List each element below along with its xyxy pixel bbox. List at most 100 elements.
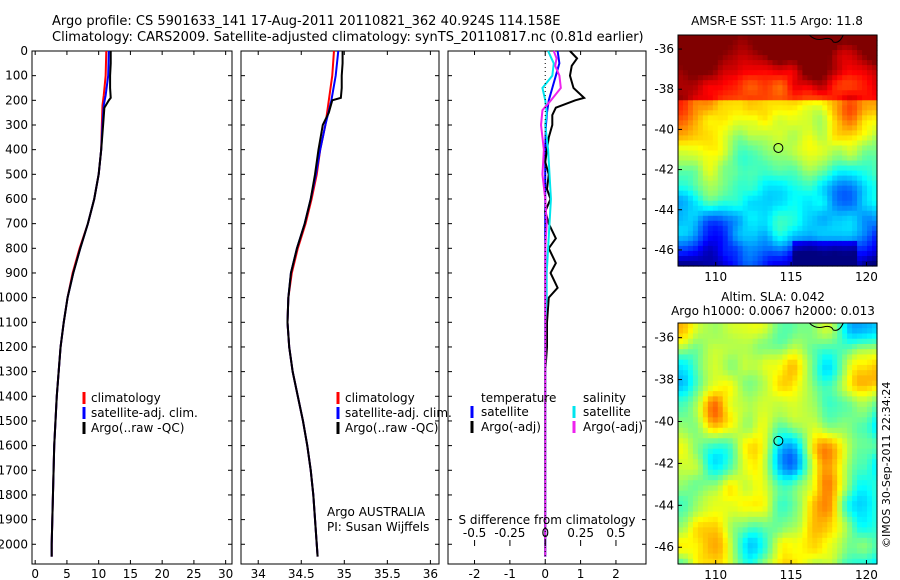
map-cell <box>712 543 719 549</box>
map-cell <box>872 180 878 187</box>
map-cell <box>847 459 853 466</box>
map-cell <box>682 205 689 212</box>
map-cell <box>827 532 833 539</box>
map-cell <box>787 45 794 51</box>
map-cell <box>682 255 689 262</box>
panel-frame <box>31 50 233 565</box>
map-cell <box>827 548 833 555</box>
argo-program-note: Argo AUSTRALIA <box>327 505 426 519</box>
map-cell <box>807 95 813 101</box>
map-cell <box>837 406 843 413</box>
map-cell <box>827 401 833 408</box>
map-cell <box>692 195 699 202</box>
map-cell <box>842 380 848 387</box>
map-cell <box>777 501 784 507</box>
map-cell <box>862 448 868 455</box>
map-cell <box>802 130 808 137</box>
map-cell <box>747 501 754 507</box>
map-cell <box>767 220 774 227</box>
map-cell <box>867 453 873 460</box>
map-cell <box>857 150 863 157</box>
map-cell <box>832 438 838 445</box>
map-cell <box>832 170 838 177</box>
map-cell <box>772 380 779 387</box>
map-cell <box>687 60 694 66</box>
map-cell <box>822 120 828 126</box>
map-cell <box>697 370 704 376</box>
map-cell <box>737 495 744 502</box>
map-cell <box>732 558 739 565</box>
map-cell <box>817 70 823 76</box>
map-cell <box>747 490 754 497</box>
map-cell <box>822 343 828 350</box>
map-cell <box>802 558 808 565</box>
map-cell <box>722 537 729 544</box>
map-cell <box>678 180 684 187</box>
map-cell <box>792 349 798 356</box>
map-cell <box>847 427 853 434</box>
map-cell <box>687 145 694 152</box>
map-cell <box>678 170 684 177</box>
map-cell <box>847 495 853 502</box>
map-cell <box>678 375 684 382</box>
map-cell <box>847 255 853 262</box>
map-cell <box>822 85 828 91</box>
map-cell <box>847 522 853 528</box>
map-cell <box>827 60 833 66</box>
map-cell <box>762 150 769 157</box>
map-cell <box>867 385 873 392</box>
map-cell <box>867 459 873 466</box>
map-cell <box>817 364 823 371</box>
map-cell <box>797 532 803 539</box>
map-cell <box>702 354 709 361</box>
map-cell <box>687 516 694 523</box>
map-cell <box>747 210 754 217</box>
map-cell <box>697 558 704 565</box>
map-cell <box>702 100 709 106</box>
map-cell <box>737 485 744 492</box>
map-cell <box>842 532 848 539</box>
map-cell <box>678 155 684 162</box>
map-cell <box>797 100 803 106</box>
map-cell <box>722 406 729 413</box>
map-cell <box>832 501 838 507</box>
map-cell <box>737 333 744 340</box>
map-cell <box>697 328 704 335</box>
map-cell <box>832 343 838 350</box>
map-cell <box>817 558 823 565</box>
map-cell <box>717 200 724 207</box>
map-cell <box>732 180 739 187</box>
map-cell <box>797 506 803 513</box>
map-cell <box>682 240 689 247</box>
map-cell <box>802 385 808 392</box>
map-cell <box>842 115 848 121</box>
map-cell <box>687 245 694 252</box>
map-cell <box>807 522 813 528</box>
map-cell <box>727 175 734 182</box>
map-cell <box>862 140 868 147</box>
map-cell <box>837 155 843 162</box>
map-cell <box>792 115 798 121</box>
map-cell <box>717 135 724 142</box>
map-cell <box>697 205 704 212</box>
map-cell <box>807 240 813 247</box>
map-cell <box>678 230 684 237</box>
map-cell <box>787 65 794 71</box>
map-cell <box>832 155 838 162</box>
map-cell <box>682 469 689 476</box>
map-cell <box>747 427 754 434</box>
map-cell <box>837 70 843 76</box>
map-cell <box>852 375 858 382</box>
map-cell <box>762 105 769 111</box>
map-cell <box>787 375 794 382</box>
map-cell <box>792 185 798 192</box>
map-cell <box>737 235 744 242</box>
map-cell <box>852 364 858 371</box>
map-x-tick-label: 120 <box>855 270 878 284</box>
map-cell <box>867 255 873 262</box>
map-cell <box>707 391 714 397</box>
x-tick-label: 34.5 <box>288 567 315 580</box>
map-cell <box>837 250 843 257</box>
map-cell <box>717 511 724 518</box>
map-cell <box>782 250 789 257</box>
